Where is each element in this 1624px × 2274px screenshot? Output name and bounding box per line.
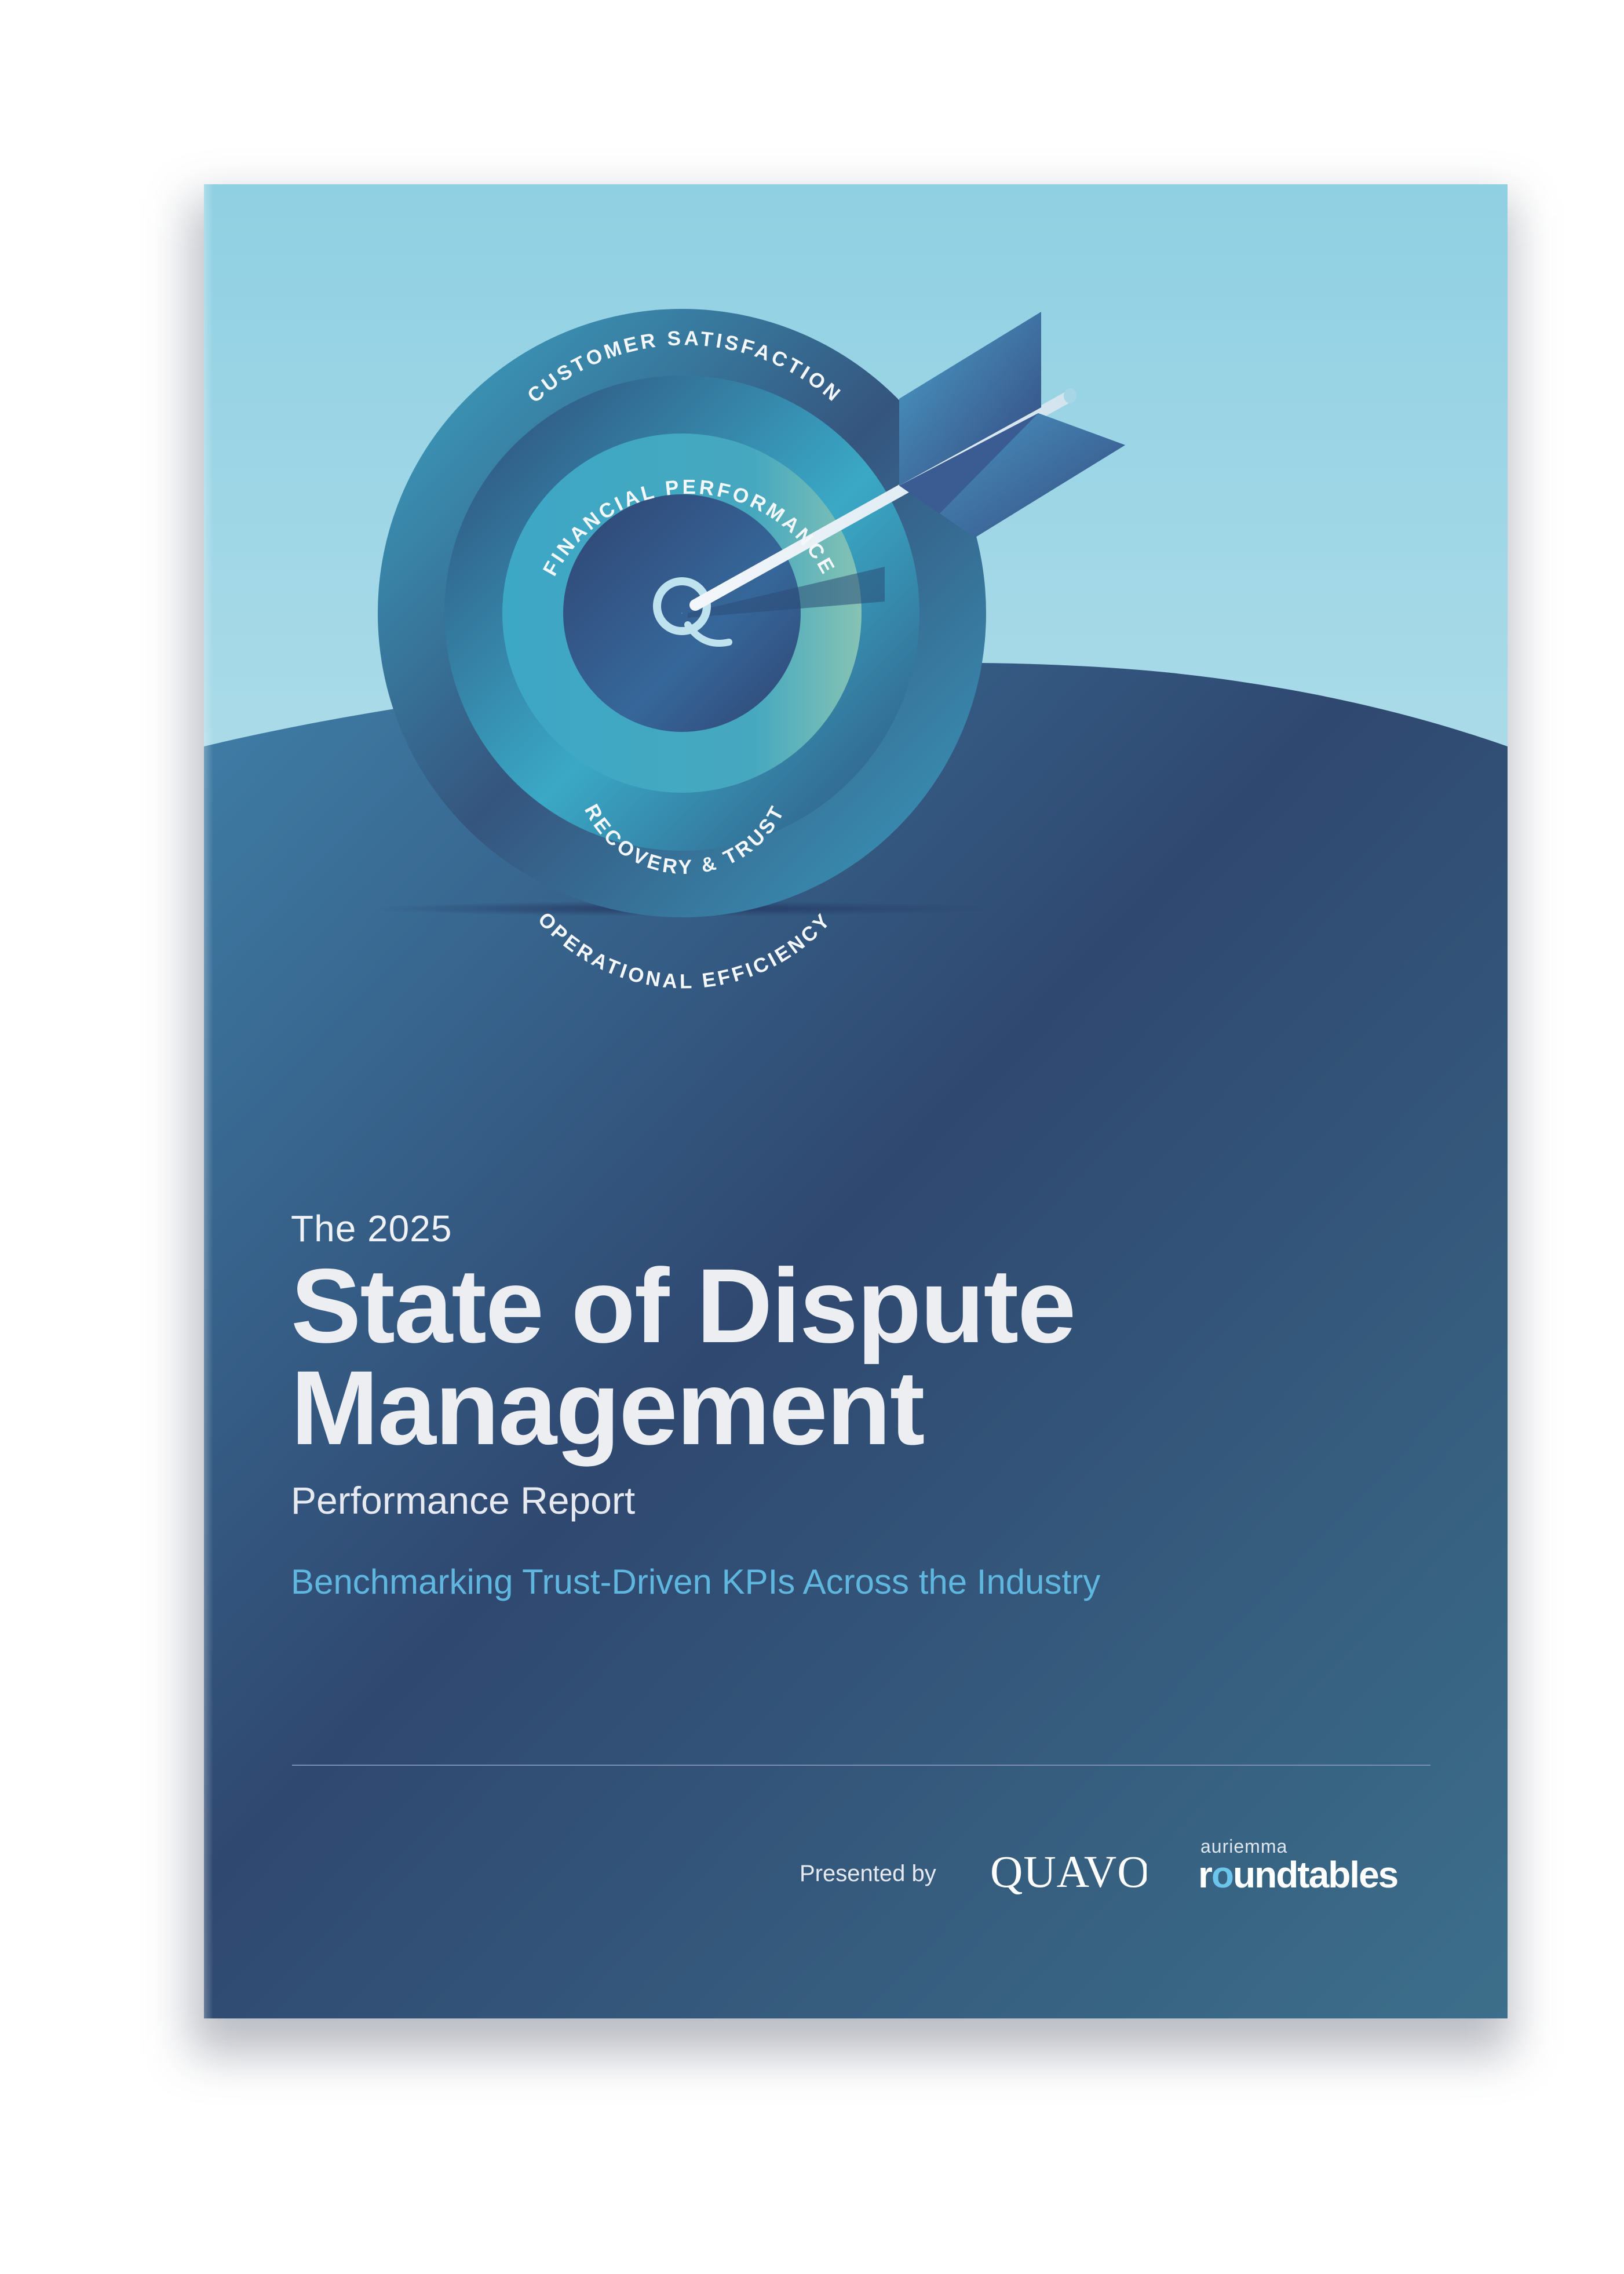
- divider-line: [292, 1765, 1430, 1766]
- arrow-fletching-upper: [899, 312, 1041, 486]
- quavo-q-icon: [653, 577, 732, 647]
- presented-by-label: Presented by: [800, 1861, 936, 1886]
- title-line-2: Management: [291, 1349, 925, 1467]
- roundtables-o: o: [1211, 1854, 1234, 1896]
- arrow-shadow: [688, 567, 885, 618]
- arrow-nock: [1064, 388, 1076, 403]
- cover-illustration: CUSTOMER SATISFACTION FINANCIAL PERFORMA…: [204, 184, 1508, 2018]
- quavo-logo-text: QUAVO: [990, 1846, 1147, 1897]
- report-tagline: Benchmarking Trust-Driven KPIs Across th…: [291, 1562, 1101, 1601]
- title-line-1: State of Dispute: [291, 1247, 1076, 1365]
- report-year: The 2025: [291, 1208, 452, 1249]
- auriemma-label: auriemma: [1200, 1836, 1288, 1857]
- report-cover: CUSTOMER SATISFACTION FINANCIAL PERFORMA…: [204, 184, 1508, 2018]
- quavo-logo: QUAVO: [990, 1846, 1147, 1897]
- roundtables-rest: undtables: [1233, 1854, 1399, 1896]
- roundtables-logo: roundtables: [1198, 1853, 1399, 1896]
- report-subtitle: Performance Report: [291, 1479, 636, 1522]
- roundtables-r: r: [1198, 1854, 1213, 1896]
- report-title: State of Dispute Management: [291, 1253, 1100, 1460]
- title-block: The 2025 State of Dispute Management Per…: [291, 1207, 1100, 1602]
- dartboard-target: [378, 309, 986, 917]
- ground-hill: [204, 662, 1508, 2018]
- book-spine-highlight: [204, 184, 213, 2018]
